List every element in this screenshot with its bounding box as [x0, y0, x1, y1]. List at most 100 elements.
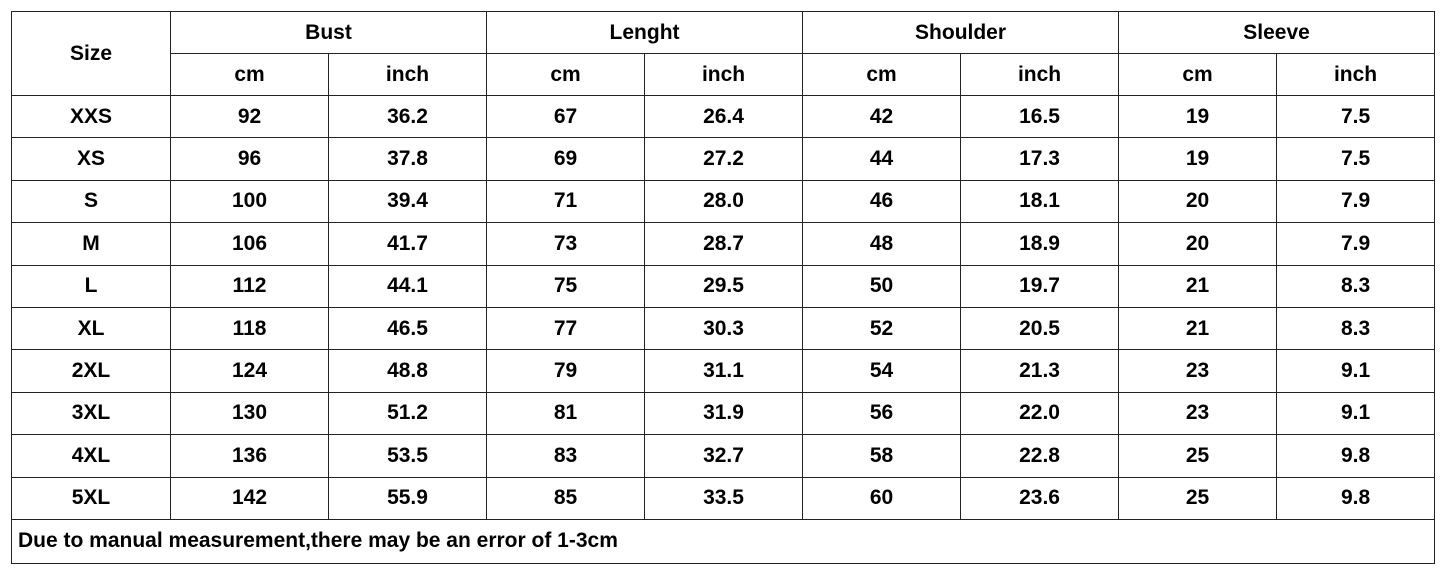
size-header: Size [11, 11, 171, 96]
unit-header: inch [644, 53, 804, 96]
value-cell: 142 [170, 476, 329, 520]
value-cell: 36.2 [327, 94, 488, 139]
value-cell: 20.5 [960, 306, 1120, 351]
value-cell: 19 [1118, 137, 1278, 181]
value-cell: 16.5 [960, 94, 1120, 139]
value-cell: 37.8 [327, 137, 488, 181]
table-row: 3XL 130 51.2 81 31.9 56 22.0 23 9.1 [11, 391, 1436, 436]
value-cell: 83 [486, 434, 646, 478]
value-cell: 21.3 [960, 349, 1120, 393]
value-cell: 79 [486, 349, 646, 393]
value-cell: 18.9 [960, 222, 1120, 266]
unit-header-row: cm inch cm inch cm inch cm inch [12, 53, 1436, 96]
value-cell: 31.1 [644, 349, 804, 393]
value-cell: 31.9 [644, 391, 804, 436]
value-cell: 48.8 [327, 349, 488, 393]
value-cell: 22.8 [960, 434, 1120, 478]
value-cell: 75 [486, 264, 646, 308]
group-header-length: Lenght [486, 11, 804, 54]
value-cell: 17.3 [960, 137, 1120, 181]
size-cell: M [11, 222, 171, 266]
value-cell: 106 [170, 222, 329, 266]
value-cell: 25 [1118, 476, 1278, 520]
value-cell: 22.0 [960, 391, 1120, 436]
value-cell: 69 [486, 137, 646, 181]
size-cell: XL [11, 306, 171, 351]
group-header-shoulder: Shoulder [802, 11, 1120, 54]
value-cell: 50 [802, 264, 962, 308]
value-cell: 20 [1118, 222, 1278, 266]
value-cell: 25 [1118, 434, 1278, 478]
table-row: 4XL 136 53.5 83 32.7 58 22.8 25 9.8 [11, 434, 1436, 478]
value-cell: 44 [802, 137, 962, 181]
value-cell: 136 [170, 434, 329, 478]
value-cell: 23 [1118, 391, 1278, 436]
group-header-bust: Bust [169, 11, 488, 54]
value-cell: 42 [802, 94, 962, 139]
value-cell: 60 [802, 476, 962, 520]
value-cell: 46.5 [327, 306, 488, 351]
value-cell: 9.1 [1276, 349, 1436, 393]
value-cell: 118 [170, 306, 329, 351]
value-cell: 27.2 [644, 137, 804, 181]
value-cell: 7.9 [1276, 222, 1436, 266]
value-cell: 54 [802, 349, 962, 393]
size-cell: 2XL [11, 349, 171, 393]
size-cell: XS [11, 137, 171, 181]
value-cell: 53.5 [327, 434, 488, 478]
size-cell: 4XL [11, 434, 171, 478]
group-header-sleeve: Sleeve [1118, 11, 1436, 54]
value-cell: 28.7 [644, 222, 804, 266]
value-cell: 51.2 [327, 391, 488, 436]
table-row: XL 118 46.5 77 30.3 52 20.5 21 8.3 [11, 306, 1436, 351]
size-cell: 5XL [11, 476, 171, 520]
size-cell: L [11, 264, 171, 308]
value-cell: 124 [170, 349, 329, 393]
unit-header: inch [960, 53, 1120, 96]
value-cell: 7.9 [1276, 179, 1436, 224]
value-cell: 92 [170, 94, 329, 139]
unit-header: cm [486, 53, 646, 96]
value-cell: 96 [170, 137, 329, 181]
value-cell: 48 [802, 222, 962, 266]
value-cell: 8.3 [1276, 264, 1436, 308]
value-cell: 23 [1118, 349, 1278, 393]
value-cell: 85 [486, 476, 646, 520]
value-cell: 9.8 [1276, 434, 1436, 478]
value-cell: 29.5 [644, 264, 804, 308]
value-cell: 30.3 [644, 306, 804, 351]
footnote-row: Due to manual measurement,there may be a… [10, 518, 1436, 564]
footnote: Due to manual measurement,there may be a… [10, 518, 1436, 564]
value-cell: 81 [486, 391, 646, 436]
value-cell: 130 [170, 391, 329, 436]
value-cell: 19 [1118, 94, 1278, 139]
unit-header: cm [170, 53, 329, 96]
size-cell: XXS [11, 94, 171, 139]
table-row: 2XL 124 48.8 79 31.1 54 21.3 23 9.1 [11, 349, 1436, 393]
value-cell: 9.8 [1276, 476, 1436, 520]
value-cell: 21 [1118, 264, 1278, 308]
value-cell: 44.1 [327, 264, 488, 308]
value-cell: 7.5 [1276, 137, 1436, 181]
value-cell: 39.4 [327, 179, 488, 224]
size-cell: S [11, 179, 171, 224]
table-row: M 106 41.7 73 28.7 48 18.9 20 7.9 [11, 222, 1436, 266]
value-cell: 7.5 [1276, 94, 1436, 139]
value-cell: 28.0 [644, 179, 804, 224]
table-row: XXS 92 36.2 67 26.4 42 16.5 19 7.5 [11, 94, 1436, 139]
value-cell: 46 [802, 179, 962, 224]
size-cell: 3XL [11, 391, 171, 436]
group-header-row: Size Bust Lenght Shoulder Sleeve [11, 11, 1436, 96]
value-cell: 20 [1118, 179, 1278, 224]
table-row: XS 96 37.8 69 27.2 44 17.3 19 7.5 [11, 137, 1436, 181]
unit-header: inch [1276, 53, 1436, 96]
table-row: 5XL 142 55.9 85 33.5 60 23.6 25 9.8 [11, 476, 1436, 520]
value-cell: 67 [486, 94, 646, 139]
value-cell: 56 [802, 391, 962, 436]
size-chart-table: Size Bust Lenght Shoulder Sleeve cm inch… [10, 11, 1436, 564]
value-cell: 8.3 [1276, 306, 1436, 351]
value-cell: 73 [486, 222, 646, 266]
value-cell: 52 [802, 306, 962, 351]
unit-header: cm [802, 53, 962, 96]
table-row: L 112 44.1 75 29.5 50 19.7 21 8.3 [11, 264, 1436, 308]
